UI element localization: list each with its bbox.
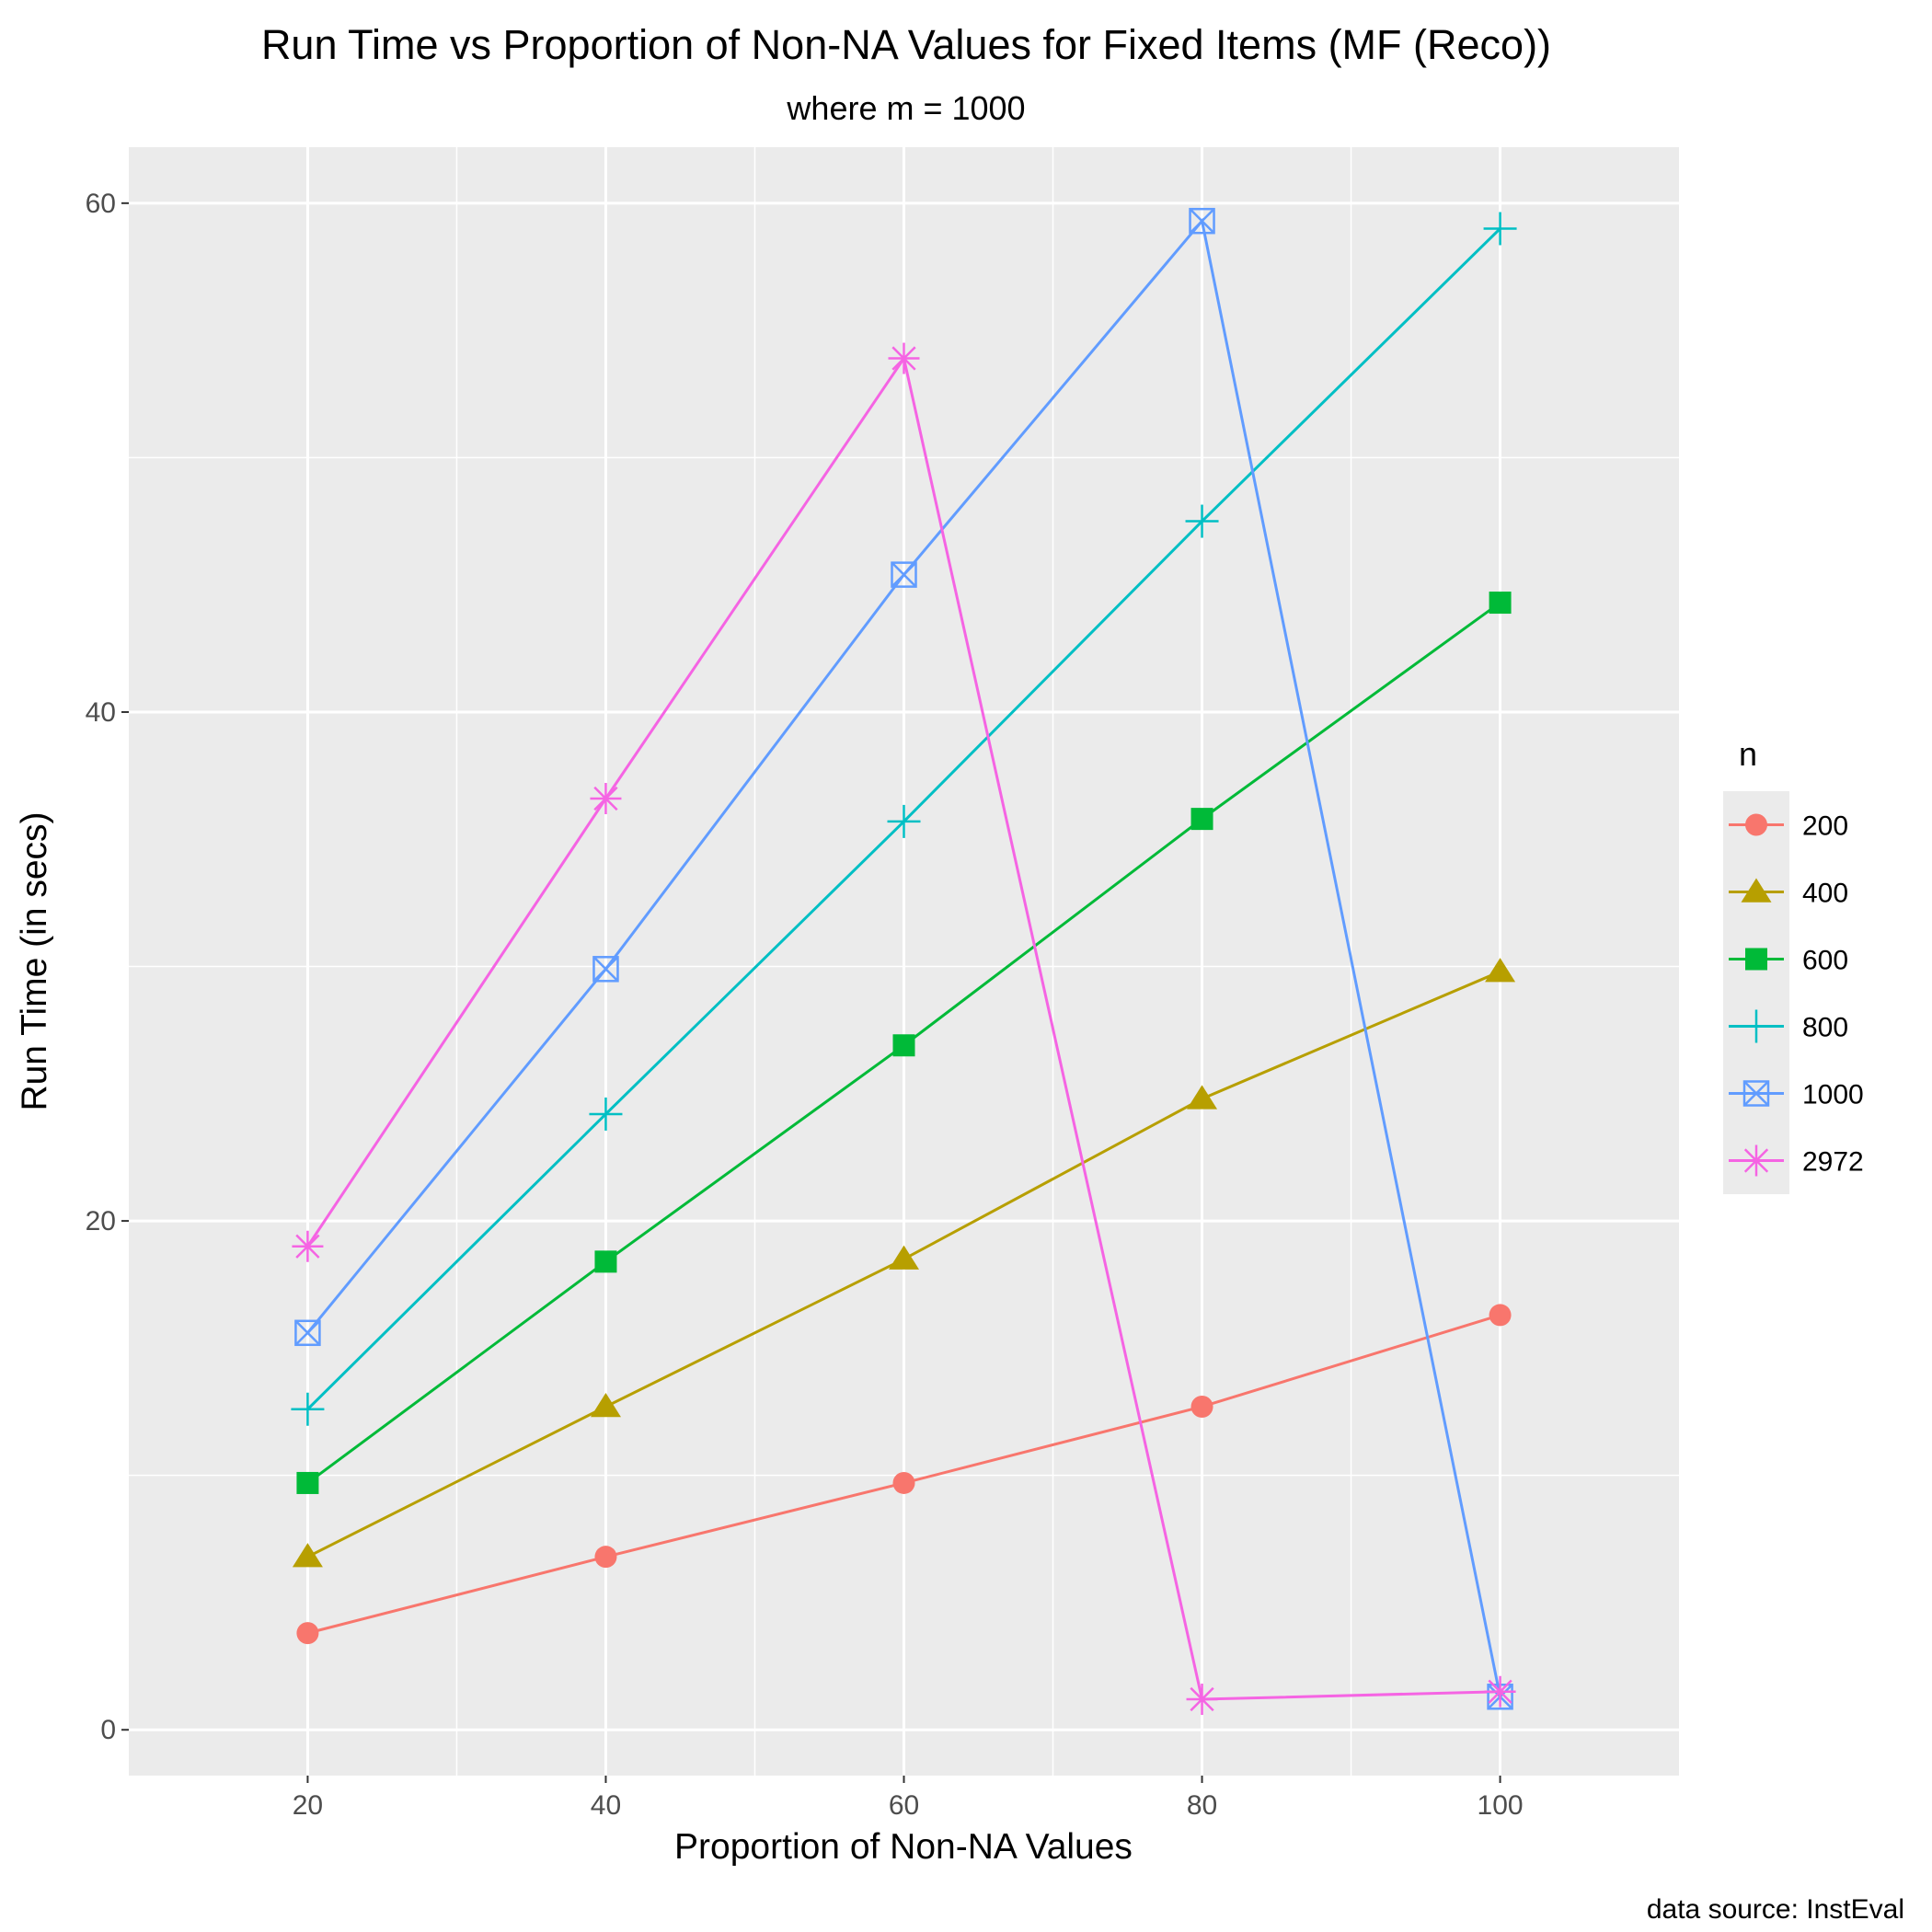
legend-item-2972: 2972 [1729, 1144, 1864, 1178]
legend-item-200: 200 [1729, 811, 1848, 842]
x-axis: 20 40 60 80 100 [293, 1776, 1524, 1821]
data-point-400 [292, 1543, 323, 1568]
x-tick-label: 80 [1187, 1790, 1217, 1821]
x-tick-label: 60 [889, 1790, 919, 1821]
data-point-600 [1489, 592, 1512, 615]
legend-key-marker [1741, 878, 1772, 903]
legend-item-600: 600 [1729, 946, 1848, 976]
data-point-2972 [888, 342, 920, 374]
data-point-600 [892, 1034, 915, 1057]
legend-background [1723, 791, 1789, 1194]
legend-item-800: 800 [1729, 1009, 1848, 1043]
chart-caption: data source: InstEval [1647, 1894, 1904, 1925]
series-points [291, 207, 1517, 1716]
data-point-1000 [1189, 207, 1215, 235]
data-point-400 [1485, 958, 1516, 983]
data-point-400 [1187, 1085, 1218, 1110]
x-tick-label: 20 [293, 1790, 323, 1821]
legend-label: 800 [1802, 1013, 1848, 1043]
y-axis-title: Run Time (in secs) [15, 811, 54, 1110]
x-tick-label: 100 [1478, 1790, 1524, 1821]
y-tick-label: 20 [86, 1206, 116, 1236]
data-point-200 [594, 1546, 617, 1569]
y-tick-label: 60 [86, 189, 116, 219]
data-point-600 [1190, 808, 1213, 831]
data-point-200 [1190, 1395, 1213, 1418]
grid-major [129, 147, 1679, 1776]
data-point-800 [589, 1097, 623, 1131]
data-point-200 [892, 1471, 915, 1494]
x-axis-title: Proportion of Non-NA Values [674, 1827, 1133, 1867]
legend-label: 2972 [1802, 1147, 1864, 1178]
y-tick-label: 0 [100, 1715, 116, 1745]
data-point-800 [1185, 504, 1219, 538]
x-tick-label: 40 [591, 1790, 621, 1821]
y-axis: 0 20 40 60 [86, 189, 129, 1745]
data-point-2972 [590, 783, 622, 814]
legend-key-marker [1741, 1144, 1772, 1177]
legend-label: 200 [1802, 811, 1848, 842]
data-point-600 [594, 1250, 617, 1273]
legend-key-marker [1745, 813, 1767, 836]
data-point-2972 [1484, 1675, 1516, 1708]
legend-item-1000: 1000 [1729, 1080, 1864, 1110]
legend-title: n [1739, 735, 1757, 773]
data-point-400 [590, 1392, 621, 1418]
y-tick-label: 40 [86, 697, 116, 728]
data-point-800 [887, 804, 921, 838]
data-point-1000 [891, 561, 917, 588]
data-point-2972 [1186, 1684, 1218, 1716]
data-point-800 [1483, 212, 1517, 246]
data-point-200 [296, 1622, 319, 1645]
chart-title: Run Time vs Proportion of Non-NA Values … [261, 21, 1551, 68]
data-point-600 [296, 1471, 319, 1494]
data-point-1000 [592, 956, 619, 983]
legend-label: 600 [1802, 946, 1848, 976]
data-point-200 [1489, 1304, 1512, 1327]
legend-key-marker [1745, 948, 1767, 971]
legend: 200 400 600 800 1000 2972 [1723, 791, 1864, 1194]
data-point-1000 [294, 1319, 321, 1347]
legend-label: 400 [1802, 879, 1848, 909]
data-point-400 [889, 1245, 919, 1270]
data-point-2972 [292, 1230, 324, 1262]
legend-key-marker [1742, 1080, 1770, 1107]
legend-item-400: 400 [1729, 878, 1848, 909]
chart-subtitle: where m = 1000 [786, 89, 1025, 127]
legend-label: 1000 [1802, 1080, 1864, 1110]
data-point-800 [291, 1392, 325, 1426]
legend-key-marker [1740, 1009, 1773, 1043]
